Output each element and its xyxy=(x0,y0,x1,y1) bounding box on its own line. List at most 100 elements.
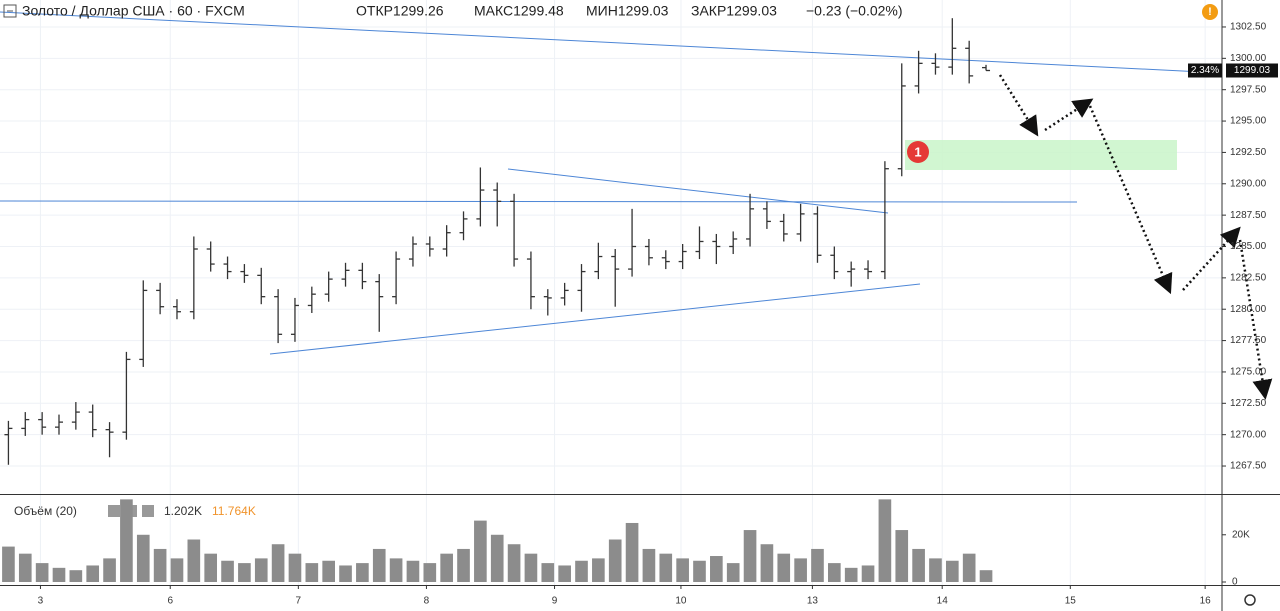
volume-bar xyxy=(35,563,49,582)
volume-bar xyxy=(406,560,420,582)
volume-bar xyxy=(356,563,369,582)
alert-icon-mark: ! xyxy=(1208,6,1212,18)
collapse-icon[interactable] xyxy=(3,4,17,18)
volume-bar xyxy=(844,567,858,582)
volume-bar xyxy=(811,548,824,582)
price-tag-box xyxy=(1226,63,1278,78)
volume-bar xyxy=(170,558,184,582)
ohlc-change: −0.23 (−0.02%) xyxy=(806,3,903,19)
volume-bar xyxy=(861,565,875,582)
volume-bar xyxy=(440,553,453,582)
trend-line xyxy=(0,200,1078,203)
x-tick-label: 9 xyxy=(552,596,558,607)
volume-bar xyxy=(288,553,302,582)
volume-bar xyxy=(86,565,100,582)
volume-bar xyxy=(2,546,15,582)
y-tick-label: 1285.00 xyxy=(1230,241,1267,252)
volume-bar xyxy=(962,553,976,582)
y-tick-label: 1287.50 xyxy=(1230,210,1267,221)
ohlc-close: ЗАКР1299.03 xyxy=(691,3,777,19)
settings-icon[interactable] xyxy=(1244,594,1256,606)
volume-bar xyxy=(254,558,268,582)
volume-bar xyxy=(524,553,538,582)
volume-bar xyxy=(271,544,285,582)
y-tick-label: 1275.00 xyxy=(1230,367,1267,378)
volume-bar xyxy=(221,560,234,582)
y-tick-label: 1280.00 xyxy=(1230,304,1267,315)
volume-bar xyxy=(541,563,555,582)
volume-bar xyxy=(878,499,892,582)
volume-bar xyxy=(52,567,66,582)
volume-bar xyxy=(457,548,470,582)
volume-bar xyxy=(743,530,757,582)
y-tick-label: 1295.00 xyxy=(1230,116,1267,127)
volume-bar xyxy=(490,534,504,582)
y-tick-label: 1302.50 xyxy=(1230,22,1267,33)
forecast-arrow xyxy=(998,74,1039,137)
volume-bar xyxy=(929,558,942,582)
volume-bar xyxy=(777,553,791,582)
volume-bar xyxy=(120,499,133,582)
ohlc-open: ОТКР1299.26 xyxy=(356,3,444,19)
volume-bar xyxy=(625,522,639,582)
x-tick-label: 7 xyxy=(296,596,302,607)
volume-bar xyxy=(204,553,218,582)
x-tick-label: 8 xyxy=(424,596,430,607)
y-tick-label: 1300.00 xyxy=(1230,53,1267,64)
volume-bar xyxy=(558,565,571,582)
volume-bar xyxy=(726,563,740,582)
trend-line xyxy=(507,168,889,214)
volume-icon[interactable] xyxy=(108,505,120,517)
volume-bar xyxy=(389,558,403,582)
x-tick-label: 6 xyxy=(167,596,173,607)
price-tag: 1299.03 xyxy=(1234,65,1271,76)
volume-bar xyxy=(592,558,605,582)
volume-bar xyxy=(507,544,521,582)
volume-bar xyxy=(153,548,167,582)
trend-line xyxy=(0,11,1223,74)
volume-bar xyxy=(187,539,201,582)
volume-bar xyxy=(474,520,487,582)
volume-bar xyxy=(979,570,993,582)
volume-bar xyxy=(575,560,588,582)
volume-bar xyxy=(18,553,32,582)
y-tick-label: 0 xyxy=(1232,577,1238,588)
volume-bar xyxy=(339,565,352,582)
annotation-marker xyxy=(907,141,929,163)
y-tick-label: 20K xyxy=(1232,529,1250,540)
line-tag-box xyxy=(1188,63,1222,78)
alert-icon[interactable] xyxy=(1202,4,1218,20)
volume-bar xyxy=(676,558,689,582)
forecast-arrow xyxy=(1182,226,1241,291)
volume-bar xyxy=(136,534,150,582)
volume-bar xyxy=(760,544,774,582)
y-tick-label: 1297.50 xyxy=(1230,84,1267,95)
forecast-arrow xyxy=(1238,239,1273,400)
volume-bar xyxy=(238,563,251,582)
x-tick-label: 13 xyxy=(807,596,819,607)
forecast-arrow xyxy=(1088,105,1173,295)
volume-bar xyxy=(608,539,622,582)
y-tick-label: 1282.50 xyxy=(1230,272,1267,283)
ohlc-low: МИН1299.03 xyxy=(586,3,669,19)
symbol-title: Золото / Доллар США · 60 · FXCM xyxy=(22,3,245,19)
y-tick-label: 1290.00 xyxy=(1230,178,1267,189)
volume-bar xyxy=(423,563,437,582)
volume-bar xyxy=(945,560,959,582)
x-tick-label: 3 xyxy=(38,596,44,607)
y-tick-label: 1270.00 xyxy=(1230,429,1267,440)
volume-icon[interactable] xyxy=(142,505,154,517)
volume-bar xyxy=(693,560,706,582)
volume-bar xyxy=(710,556,723,582)
volume-title: Объём (20) xyxy=(14,504,77,518)
forecast-arrow xyxy=(1044,98,1094,132)
volume-ma-value: 11.764K xyxy=(212,504,256,518)
target-zone xyxy=(905,140,1177,170)
volume-bar xyxy=(794,558,807,582)
y-tick-label: 1277.50 xyxy=(1230,335,1267,346)
line-tag: 2.34% xyxy=(1191,65,1219,76)
y-tick-label: 1272.50 xyxy=(1230,398,1267,409)
x-tick-label: 16 xyxy=(1200,596,1212,607)
volume-bar xyxy=(659,553,673,582)
